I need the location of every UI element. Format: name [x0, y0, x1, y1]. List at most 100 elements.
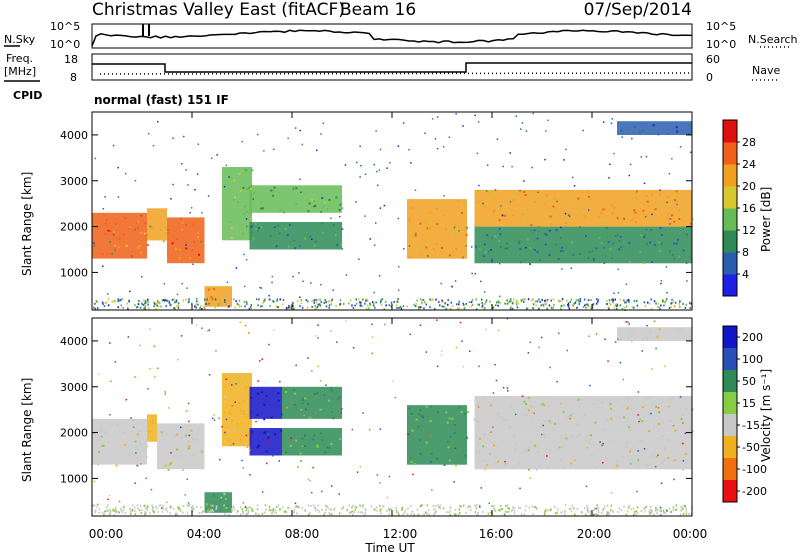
vel-near-range-cell: [119, 507, 122, 510]
power-near-range-cell: [655, 302, 657, 305]
vel-speckle: [184, 434, 187, 437]
vel-near-range-cell: [175, 512, 177, 515]
vel-near-range-cell: [247, 512, 249, 515]
power-sparse-cell: [645, 155, 648, 158]
vel-speckle: [300, 408, 303, 411]
power-near-range-cell: [154, 303, 156, 306]
vel-speckle: [205, 503, 208, 506]
vel-near-range-cell: [505, 505, 507, 507]
vel-near-range-cell: [216, 506, 218, 509]
vel-speckle: [187, 447, 190, 450]
power-speckle: [642, 261, 645, 264]
vel-near-range-cell: [251, 510, 254, 512]
vel-sparse-cell: [558, 332, 560, 335]
vel-speckle: [538, 464, 541, 467]
power-speckle: [557, 258, 560, 261]
vel-near-range-cell: [376, 509, 379, 512]
vel-speckle: [160, 431, 163, 434]
power-region-2: [167, 217, 205, 264]
power-sparse-cell: [531, 166, 533, 169]
vel-near-range-cell: [477, 513, 479, 516]
power-speckle: [114, 244, 116, 247]
vel-near-range-cell: [397, 511, 399, 514]
power-sparse-cell: [499, 262, 501, 265]
vel-near-range-cell: [649, 508, 651, 511]
vel-speckle: [264, 431, 267, 434]
vel-near-range-cell: [499, 504, 502, 507]
power-speckle: [451, 233, 454, 236]
power-sparse-cell: [210, 157, 213, 160]
vel-sparse-cell: [459, 321, 462, 324]
power-near-range-cell: [144, 300, 147, 303]
vel-near-range-cell: [438, 506, 440, 509]
power-near-range-cell: [117, 300, 119, 303]
vel-speckle: [679, 443, 682, 446]
power-speckle: [614, 235, 617, 237]
power-near-range-cell: [93, 306, 95, 309]
vel-near-range-cell: [224, 513, 226, 516]
power-sparse-cell: [287, 137, 289, 139]
vel-speckle: [531, 411, 534, 414]
power-speckle: [561, 216, 563, 218]
vel-sparse-cell: [315, 412, 317, 414]
power-near-range-cell: [517, 302, 519, 305]
power-sparse-cell: [617, 268, 619, 271]
vel-near-range-cell: [627, 506, 630, 509]
vel-sparse-cell: [149, 328, 151, 330]
vel-near-range-cell: [688, 512, 690, 515]
power-speckle: [623, 217, 626, 220]
power-sparse-cell: [379, 148, 382, 151]
vel-sparse-cell: [176, 514, 178, 516]
vel-near-range-cell: [454, 513, 456, 516]
power-speckle: [260, 207, 263, 210]
cpid-label: CPID: [13, 89, 43, 102]
power-near-range-cell: [572, 303, 574, 306]
power-sparse-cell: [499, 205, 502, 207]
vel-near-range-cell: [239, 513, 242, 516]
vel-sparse-cell: [242, 502, 245, 504]
power-speckle: [185, 223, 187, 226]
power-speckle: [137, 226, 139, 229]
power-near-range-cell: [177, 304, 180, 307]
power-speckle: [321, 231, 324, 234]
power-near-range-cell: [107, 298, 110, 301]
vel-sparse-cell: [569, 417, 571, 420]
vel-speckle: [594, 403, 597, 406]
vel-sparse-cell: [336, 341, 338, 343]
power-sparse-cell: [676, 203, 678, 206]
vel-speckle: [647, 410, 650, 413]
power-near-range-cell: [317, 299, 319, 301]
vel-sparse-cell: [315, 335, 318, 337]
power-near-range-cell: [560, 307, 562, 310]
power-near-range-cell: [433, 307, 436, 310]
power-sparse-cell: [147, 298, 149, 301]
power-colorbar-swatch: [723, 142, 737, 165]
vel-speckle: [657, 423, 660, 425]
vel-near-range-cell: [190, 506, 193, 509]
vel-near-range-cell: [513, 512, 516, 515]
vel-speckle: [223, 410, 226, 413]
vel-near-range-cell: [242, 510, 244, 513]
vel-near-range-cell: [576, 508, 579, 510]
vel-speckle: [190, 429, 193, 432]
vel-sparse-cell: [659, 506, 662, 509]
power-speckle: [643, 236, 646, 239]
power-colorbar-tick-label: 28: [742, 136, 756, 149]
power-near-range-cell: [447, 299, 449, 302]
power-speckle: [408, 256, 411, 259]
vel-sparse-cell: [425, 351, 428, 353]
power-sparse-cell: [186, 287, 188, 289]
vel-speckle: [132, 419, 135, 422]
power-sparse-cell: [588, 209, 590, 211]
power-sparse-cell: [359, 176, 361, 178]
power-sparse-cell: [301, 143, 304, 146]
vel-near-range-cell: [132, 504, 134, 507]
power-near-range-cell: [199, 307, 201, 310]
vel-sparse-cell: [540, 336, 543, 339]
vel-speckle: [458, 406, 461, 409]
power-speckle: [642, 209, 645, 212]
vel-sparse-cell: [272, 329, 275, 331]
vel-sparse-cell: [488, 502, 490, 505]
power-speckle: [478, 248, 481, 251]
power-near-range-cell: [240, 305, 243, 308]
